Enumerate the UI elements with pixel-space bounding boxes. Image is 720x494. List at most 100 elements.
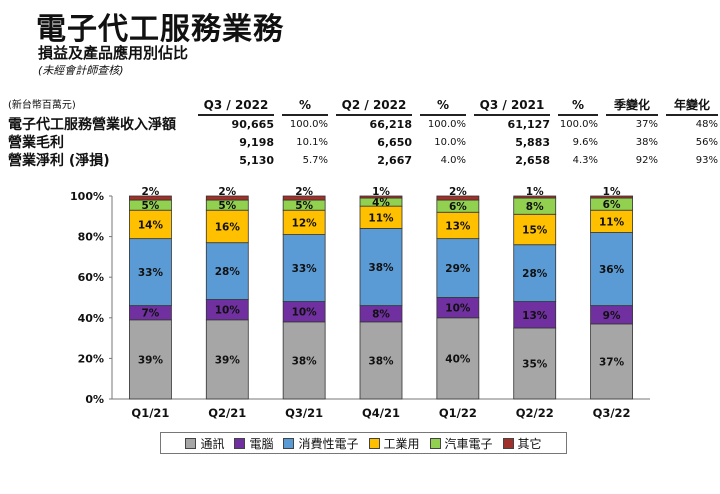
table-cell: 100.0% xyxy=(559,119,598,130)
legend-item: 消費性電子 xyxy=(283,435,359,452)
bar-segment xyxy=(436,195,480,201)
data-label: 39% xyxy=(138,354,164,366)
col-header: % xyxy=(282,96,328,116)
legend-swatch xyxy=(283,437,295,449)
table-cell: 4.0% xyxy=(440,155,466,166)
x-tick-label: Q3/22 xyxy=(593,406,631,420)
data-label: 5% xyxy=(295,200,313,212)
data-label: 9% xyxy=(603,310,621,322)
legend-label: 電腦 xyxy=(249,436,274,451)
table-cell: 37% xyxy=(635,119,658,130)
financial-table: (新台幣百萬元) Q3 / 2022 % Q2 / 2022 % Q3 / 20… xyxy=(8,96,718,170)
table-row: 營業淨利 (淨損) 5,130 5.7% 2,667 4.0% 2,658 4.… xyxy=(8,152,718,170)
bar-segment xyxy=(205,242,249,300)
bar-segment xyxy=(513,327,557,400)
bar-segment xyxy=(436,317,480,400)
data-label: 33% xyxy=(138,267,164,279)
data-label: 1% xyxy=(526,186,544,198)
col-header: % xyxy=(420,96,466,116)
legend-label: 通訊 xyxy=(200,436,225,451)
legend-item: 工業用 xyxy=(368,435,420,452)
col-header: Q3 / 2021 xyxy=(474,96,550,116)
row-label: 營業毛利 xyxy=(8,135,64,151)
table-cell: 9.6% xyxy=(572,137,598,148)
table-row: 電子代工服務營業收入淨額 90,665 100.0% 66,218 100.0%… xyxy=(8,115,718,134)
data-label: 1% xyxy=(603,186,621,198)
bar-segment xyxy=(436,238,480,298)
bar-segment xyxy=(513,301,557,329)
data-label: 39% xyxy=(215,354,241,366)
data-label: 14% xyxy=(138,219,164,231)
bar-segment xyxy=(513,244,557,302)
data-label: 8% xyxy=(526,201,544,213)
data-label: 4% xyxy=(372,197,390,209)
table-cell: 2,658 xyxy=(515,154,550,167)
y-tick-label: 0% xyxy=(85,393,104,406)
x-tick-label: Q2/22 xyxy=(516,406,554,420)
legend-swatch xyxy=(234,437,246,449)
table-cell: 10.1% xyxy=(296,137,328,148)
table-cell: 100.0% xyxy=(289,119,328,130)
bar-segment xyxy=(513,213,557,246)
data-label: 36% xyxy=(599,264,625,276)
table-cell: 5,130 xyxy=(239,154,274,167)
table-row: 營業毛利 9,198 10.1% 6,650 10.0% 5,883 9.6% … xyxy=(8,134,718,152)
bar-segment xyxy=(129,209,172,240)
data-label: 10% xyxy=(215,305,241,317)
col-header: % xyxy=(558,96,598,116)
data-label: 12% xyxy=(292,217,318,229)
table-cell: 90,665 xyxy=(231,118,274,131)
bar-segment xyxy=(359,228,403,307)
data-label: 2% xyxy=(449,186,467,198)
legend-swatch xyxy=(368,437,380,449)
data-label: 8% xyxy=(372,309,390,321)
stacked-bar-chart: 0% 20% 40% 60% 80% 100% 39% 7% 33% 14% 5% 2% Q1/21 39… xyxy=(70,186,650,420)
data-label: 11% xyxy=(368,212,394,224)
data-label: 2% xyxy=(295,186,313,198)
data-label: 7% xyxy=(142,308,160,320)
bar-segment xyxy=(129,195,172,201)
y-tick-label: 20% xyxy=(78,352,104,365)
x-tick-label: Q1/21 xyxy=(131,406,169,420)
table-cell: 93% xyxy=(695,155,718,166)
legend-item: 其它 xyxy=(502,435,542,452)
data-label: 37% xyxy=(599,356,625,368)
legend-label: 其它 xyxy=(517,436,542,451)
chart-legend: 通訊 電腦 消費性電子 工業用 汽車電子 其它 xyxy=(160,432,567,454)
x-tick-label: Q2/21 xyxy=(208,406,246,420)
col-header: Q3 / 2022 xyxy=(198,96,274,116)
bar-segment xyxy=(282,234,326,302)
bar-segment xyxy=(359,195,403,199)
y-tick-label: 80% xyxy=(78,231,104,244)
row-label: 營業淨利 (淨損) xyxy=(8,153,110,169)
table-cell: 4.3% xyxy=(572,155,598,166)
data-label: 6% xyxy=(449,201,467,213)
data-label: 10% xyxy=(445,303,471,315)
bar-segment xyxy=(205,195,249,201)
bar-segment xyxy=(282,321,326,400)
data-label: 10% xyxy=(292,307,318,319)
table-cell: 5,883 xyxy=(515,136,550,149)
data-label: 28% xyxy=(522,268,548,280)
row-label: 電子代工服務營業收入淨額 xyxy=(8,116,176,133)
table-cell: 10.0% xyxy=(434,137,466,148)
legend-item: 通訊 xyxy=(185,435,224,452)
data-label: 13% xyxy=(522,310,548,322)
report-subtitle: 損益及產品應用別佔比 xyxy=(38,44,189,62)
report-title: 電子代工服務業務 xyxy=(36,12,284,47)
col-header: 季變化 xyxy=(606,96,658,116)
data-label: 40% xyxy=(445,353,471,365)
bar-segment xyxy=(513,195,557,199)
table-cell: 92% xyxy=(635,155,658,166)
data-label: 29% xyxy=(445,263,471,275)
table-cell: 61,127 xyxy=(507,118,550,131)
table-cell: 66,218 xyxy=(369,118,412,131)
bar-segment xyxy=(129,319,172,400)
legend-item: 電腦 xyxy=(234,435,273,452)
data-label: 13% xyxy=(445,220,471,232)
bar-segment xyxy=(590,323,633,400)
table-cell: 9,198 xyxy=(239,136,274,149)
data-label: 28% xyxy=(215,266,241,278)
col-header: 年變化 xyxy=(666,96,718,116)
table-cell: 2,667 xyxy=(377,154,412,167)
